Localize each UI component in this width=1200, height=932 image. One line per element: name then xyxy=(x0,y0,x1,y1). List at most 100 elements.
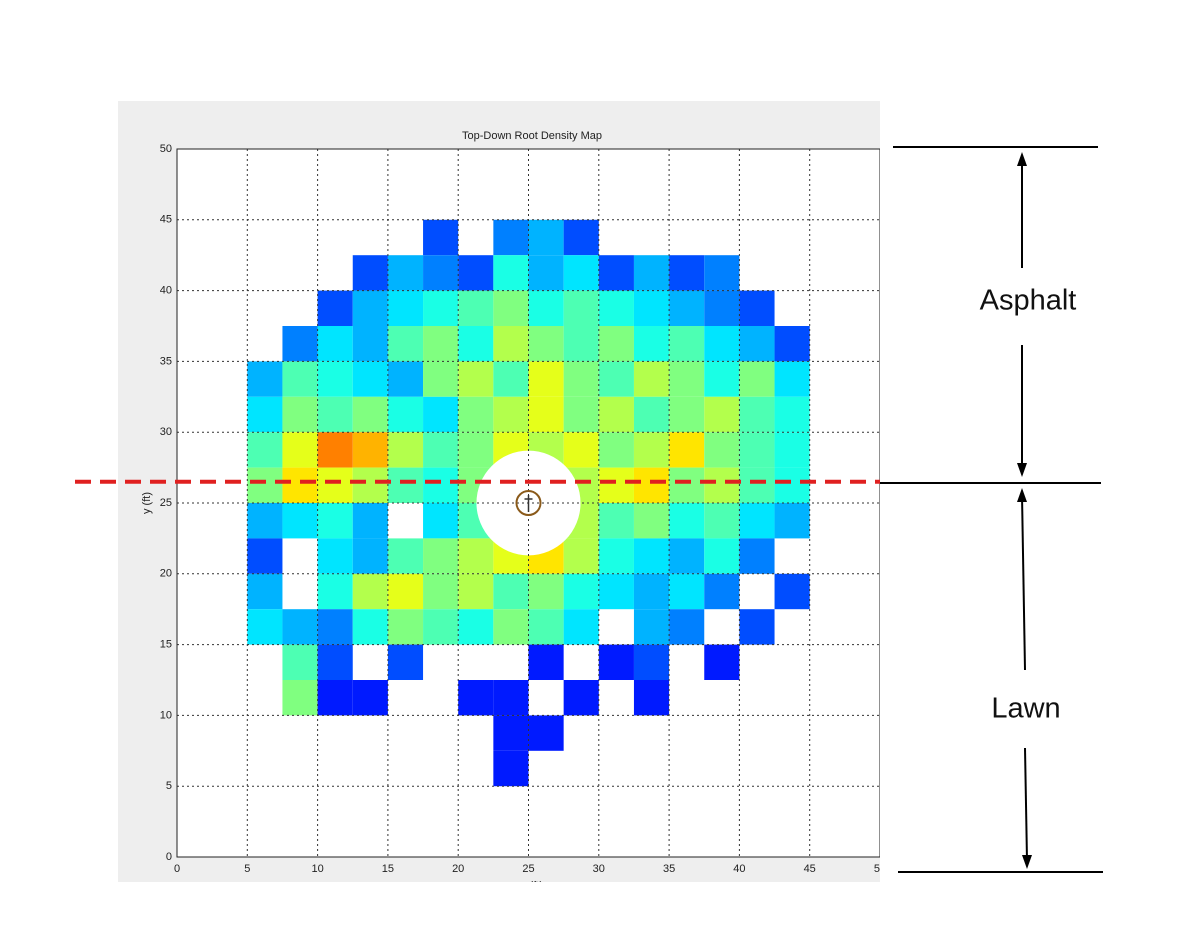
axes-frame xyxy=(176,148,880,858)
heat-cell xyxy=(317,573,353,610)
heat-cell xyxy=(458,396,494,433)
y-tick-label: 10 xyxy=(160,709,172,721)
heat-cell xyxy=(247,503,283,539)
heat-cell xyxy=(493,609,529,645)
heat-cell xyxy=(739,432,775,468)
heat-cell xyxy=(458,680,494,716)
heat-cell xyxy=(317,644,353,680)
heat-cell xyxy=(633,255,670,291)
heat-cell xyxy=(528,715,564,751)
arrow-head xyxy=(1017,463,1027,477)
heat-cell xyxy=(528,609,564,645)
heat-cell xyxy=(598,467,634,503)
heat-cell xyxy=(633,467,670,503)
heat-cell xyxy=(493,573,529,610)
heat-cell xyxy=(282,326,318,362)
heat-cell xyxy=(633,396,670,433)
arrow xyxy=(1021,494,1026,671)
heat-cell xyxy=(704,538,740,574)
x-tick-label: 5 xyxy=(244,863,250,875)
heat-cell xyxy=(387,467,424,503)
heat-cell xyxy=(493,219,529,256)
heat-cell xyxy=(247,573,283,610)
heat-cell xyxy=(739,290,775,326)
heat-cell xyxy=(633,538,670,574)
heat-cell xyxy=(282,432,318,468)
heat-cell xyxy=(387,255,424,291)
heat-cell xyxy=(317,503,353,539)
y-tick-label: 15 xyxy=(160,639,172,651)
plot-panel: Top-Down Root Density Map x (ft) y (ft) … xyxy=(118,101,880,892)
heat-cell xyxy=(423,290,459,326)
heat-cell xyxy=(774,396,810,433)
y-tick-label: 40 xyxy=(160,285,172,297)
x-tick-label: 35 xyxy=(663,863,675,875)
heat-cell xyxy=(352,290,388,326)
heat-cell xyxy=(528,255,564,291)
x-tick-label: 45 xyxy=(804,863,816,875)
heat-cell xyxy=(493,396,529,433)
heat-cell xyxy=(352,255,388,291)
heat-cell xyxy=(352,326,388,362)
heat-cell xyxy=(423,255,459,291)
heat-cell xyxy=(669,361,705,397)
heat-cell xyxy=(317,361,353,397)
heat-cell xyxy=(458,609,494,645)
heat-cell xyxy=(317,396,353,433)
heat-cell xyxy=(704,573,740,610)
y-axis-label: y (ft) xyxy=(141,492,153,514)
x-tick-label: 0 xyxy=(174,863,180,875)
annotation-lines xyxy=(880,146,1103,873)
heat-cell xyxy=(669,290,705,326)
heat-cell xyxy=(387,432,424,468)
heat-cell xyxy=(528,573,564,610)
heat-cell xyxy=(633,361,670,397)
heat-cell xyxy=(282,361,318,397)
heat-cell xyxy=(563,609,599,645)
y-tick-label: 35 xyxy=(160,355,172,367)
heat-cell xyxy=(352,396,388,433)
heat-cell xyxy=(739,503,775,539)
heat-cell xyxy=(423,503,459,539)
heat-cell xyxy=(528,290,564,326)
heat-cell xyxy=(352,538,388,574)
y-tick-label: 25 xyxy=(160,497,172,509)
heat-cell xyxy=(317,609,353,645)
y-tick-label: 30 xyxy=(160,426,172,438)
heat-cell xyxy=(563,219,599,256)
heat-cell xyxy=(563,255,599,291)
heat-cell xyxy=(493,326,529,362)
heat-cell xyxy=(387,538,424,574)
heat-cell xyxy=(493,361,529,397)
heat-cell xyxy=(598,573,634,610)
y-tick-label: 20 xyxy=(160,568,172,580)
heat-cell xyxy=(423,326,459,362)
heat-cell xyxy=(598,326,634,362)
heat-cell xyxy=(317,680,353,716)
heat-cell xyxy=(633,609,670,645)
annotation: Asphalt xyxy=(980,285,1077,317)
heat-cell xyxy=(739,396,775,433)
annotation: Lawn xyxy=(991,693,1060,725)
heat-cell xyxy=(387,361,424,397)
heat-cell xyxy=(563,573,599,610)
heat-cell xyxy=(739,361,775,397)
x-tick-label: 30 xyxy=(593,863,605,875)
heat-cell xyxy=(423,396,459,433)
heat-cell xyxy=(352,573,388,610)
heat-cell xyxy=(669,609,705,645)
heat-cell xyxy=(633,573,670,610)
heat-cell xyxy=(528,396,564,433)
heat-cell xyxy=(563,361,599,397)
heat-cell xyxy=(704,467,740,503)
chart-title: Top-Down Root Density Map xyxy=(462,130,602,142)
heat-cell xyxy=(563,396,599,433)
x-axis-label: x (ft) xyxy=(521,880,543,892)
heat-cell xyxy=(458,255,494,291)
heat-cell xyxy=(387,396,424,433)
heat-cell xyxy=(669,326,705,362)
heat-cell xyxy=(317,467,353,503)
heat-cell xyxy=(774,573,810,610)
heat-cell xyxy=(247,467,283,503)
